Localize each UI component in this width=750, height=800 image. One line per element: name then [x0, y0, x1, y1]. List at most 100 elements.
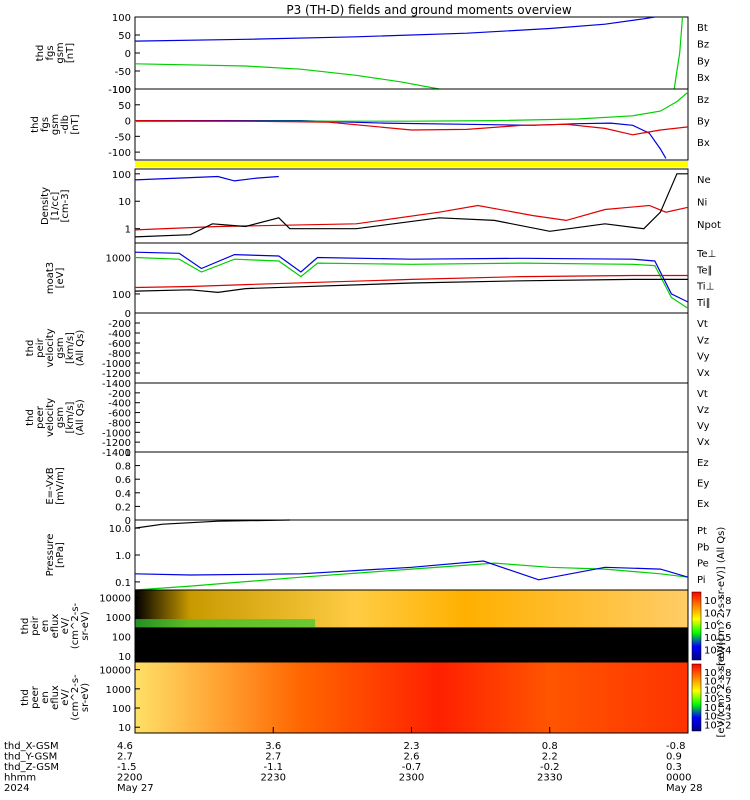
colorbar-tick: 10^6	[704, 685, 731, 696]
y-tick-label: -400	[108, 399, 131, 410]
x-tick-label: May 28	[666, 783, 703, 794]
series-Ne	[134, 204, 689, 231]
y-axis-label: thd	[25, 409, 36, 426]
legend-Ti⊥: Ti⊥	[696, 282, 714, 293]
y-tick-label: -1000	[102, 359, 131, 370]
y-tick-label: -600	[108, 409, 131, 420]
y-axis-label: thd	[25, 340, 36, 357]
y-axis-label: eflux	[50, 685, 61, 710]
legend-Vy: Vy	[697, 421, 710, 432]
y-tick-label: -1200	[102, 438, 131, 449]
y-tick-label: 100	[112, 633, 131, 644]
legend-Pe: Pe	[697, 559, 709, 570]
legend-Ti∥: Ti∥	[696, 298, 711, 309]
legend-Te⊥: Te⊥	[696, 249, 716, 260]
colorbar-peir-eflux	[691, 591, 702, 661]
colorbar-tick: 10^7	[704, 677, 731, 688]
legend-Ni: Ni	[697, 197, 707, 208]
heatmap-low-band	[135, 627, 688, 662]
y-axis-label: velocity	[45, 328, 56, 367]
y-tick-label: 100	[112, 170, 131, 181]
y-tick-label: 0	[125, 117, 131, 128]
y-tick-label: -1000	[102, 428, 131, 439]
panel-frame	[134, 382, 689, 453]
series-Bx	[135, 119, 667, 159]
y-tick-label: 0.8	[115, 462, 131, 473]
figure-title: P3 (TH-D) fields and ground moments over…	[286, 3, 571, 17]
y-axis-label: thd	[30, 116, 41, 133]
panel-frame	[134, 242, 689, 314]
y-axis-label: [1/cc]	[50, 192, 61, 221]
y-tick-label: -200	[108, 319, 131, 330]
legend-Bt: Bt	[697, 23, 708, 34]
x-tick-label: 0.8	[542, 741, 558, 752]
y-tick-label: 10	[118, 723, 131, 734]
y-tick-label: -800	[108, 349, 131, 360]
legend-Vz: Vz	[697, 335, 709, 346]
series-Ti∥	[134, 256, 689, 309]
y-tick-label: -400	[108, 329, 131, 340]
y-tick-label: -200	[108, 389, 131, 400]
series-Npot	[134, 175, 279, 182]
y-tick-label: -100	[108, 148, 131, 159]
x-axis-row-label: thd_Z-GSM	[4, 762, 59, 773]
colorbar-tick: 10^6	[704, 621, 731, 632]
series-By-rise	[673, 16, 684, 90]
y-tick-label: 1000	[106, 685, 131, 696]
y-tick-label: 10.0	[109, 524, 131, 535]
y-tick-label: -1200	[102, 369, 131, 380]
series-Te⊥	[134, 274, 688, 289]
x-axis-row-label: thd_Y-GSM	[4, 752, 57, 763]
series-Pi	[134, 560, 689, 581]
legend-Ne: Ne	[697, 175, 711, 186]
y-tick-label: 1	[125, 448, 131, 459]
series-Ni	[134, 173, 688, 238]
colorbar-tick: 10^4	[704, 703, 731, 714]
y-axis-label: moat3	[45, 262, 56, 294]
x-axis-row-label: thd_X-GSM	[4, 741, 59, 752]
y-axis-label: [nT]	[70, 114, 81, 134]
panel-fgs-dlb: 100 50 0 -50 -100 thd fgs gsm -dlb [nT] Bz By Bx	[30, 85, 710, 161]
y-tick-label: -100	[108, 85, 131, 96]
colorbar-tick: 10^2	[704, 720, 731, 731]
y-axis-label: eV/	[60, 617, 71, 634]
panel-frame	[134, 168, 689, 244]
panel-frame	[134, 16, 689, 90]
y-tick-label: 100	[112, 704, 131, 715]
x-tick-label: May 27	[117, 783, 154, 794]
colorbar-label: [eV/(cm^2-s-sr-eV)] (All Qs)	[716, 527, 727, 666]
y-axis-label: en	[40, 691, 51, 704]
x-tick-label: 4.6	[117, 741, 133, 752]
x-tick-label: 2330	[537, 773, 562, 784]
colorbar-tick: 10^7	[704, 608, 731, 619]
legend-Ey: Ey	[697, 479, 709, 490]
x-tick-label: -0.2	[540, 762, 560, 773]
y-axis-label: (cm^2-s-	[70, 674, 81, 721]
series-Bx	[134, 16, 655, 42]
y-axis-label: peer	[35, 405, 46, 429]
y-axis-label: sr-eV)	[80, 611, 91, 640]
y-axis-label: [eV]	[55, 268, 66, 289]
y-tick-label: 0	[125, 309, 131, 320]
legend-Vt: Vt	[697, 389, 708, 400]
y-axis-label: [nT]	[65, 43, 76, 63]
y-tick-label: -1400	[102, 379, 131, 390]
legend-Bz: Bz	[697, 95, 709, 106]
y-tick-label: 100	[112, 85, 131, 96]
y-axis-label: (All Qs)	[75, 330, 86, 367]
y-axis-label: eV/	[60, 689, 71, 706]
colorbar-tick: 10^5	[704, 633, 731, 644]
y-axis-label: peir	[30, 615, 41, 635]
x-tick-label: 0.3	[666, 762, 682, 773]
y-axis-label: eflux	[50, 614, 61, 639]
x-tick-label: 2.2	[542, 752, 558, 763]
y-tick-label: -50	[115, 67, 131, 78]
legend-Bx: Bx	[697, 138, 710, 149]
legend-Pi: Pi	[697, 575, 706, 586]
panel-fgs: 100 50 0 -50 -100 thd fgs gsm [nT] Bt Bz By Bx	[35, 13, 710, 96]
y-tick-label: 0.4	[115, 489, 131, 500]
panel-peir-eflux: 10^810^7 10^610^5 10^4[eV/(cm^2-s-sr-eV)] …	[20, 527, 731, 666]
heatmap-peer-eflux	[135, 662, 688, 733]
x-tick-label: -1.1	[263, 762, 283, 773]
